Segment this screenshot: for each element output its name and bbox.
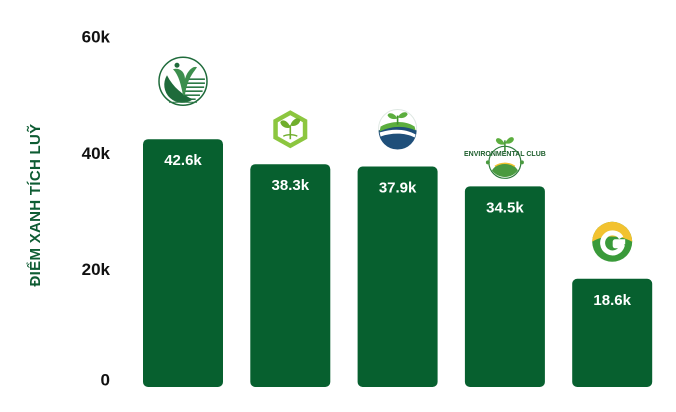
logo-caption: ENVIRONMENTAL CLUB — [464, 151, 546, 158]
bar-value-label: 42.6k — [164, 152, 202, 169]
bar-value-label: 37.9k — [379, 180, 417, 197]
bar — [464, 186, 545, 387]
bar — [572, 278, 653, 387]
y-tick-label: 60k — [82, 27, 111, 46]
bar-value-label: 34.5k — [486, 199, 524, 216]
bar — [250, 164, 331, 387]
y-tick-label: 0 — [101, 370, 110, 389]
y-tick-label: 40k — [82, 144, 111, 163]
hexagon-sprout-logo-icon — [273, 110, 308, 149]
bar — [143, 139, 223, 387]
bar-value-label: 38.3k — [272, 177, 310, 194]
globe-sprout-logo-icon — [378, 109, 418, 150]
leaf-circle-logo-icon — [158, 56, 208, 106]
bar — [357, 166, 438, 387]
y-axis-title: ĐIỂM XANH TÍCH LUỸ — [26, 124, 44, 287]
bar-value-label: 18.6k — [593, 292, 631, 309]
y-tick-label: 20k — [82, 260, 111, 279]
environmental-club-logo-icon: ENVIRONMENTAL CLUB — [464, 137, 546, 179]
green-g-logo-icon — [592, 221, 633, 262]
